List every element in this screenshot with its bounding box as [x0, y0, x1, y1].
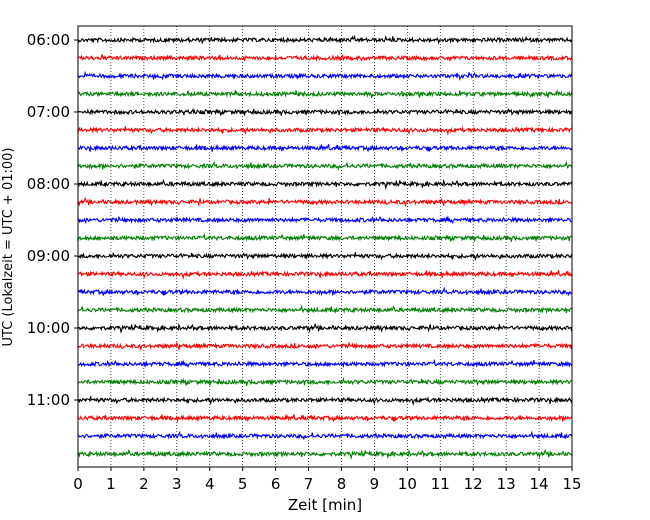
seismogram-trace: [77, 376, 573, 386]
y-tick-label: 07:00: [27, 103, 70, 121]
y-axis-ticks: 06:00 07:00 08:00 09:00 10:00 11:00: [27, 31, 78, 409]
seismogram-trace: [77, 269, 573, 280]
plot-background: [78, 26, 572, 467]
x-tick-label: 11: [431, 475, 450, 493]
y-tick-label: 11:00: [27, 391, 70, 409]
seismogram-trace: [77, 232, 573, 242]
seismogram-trace: [77, 341, 573, 352]
seismogram-trace: [77, 286, 573, 297]
seismogram-trace: [77, 178, 573, 191]
seismogram-trace: [77, 143, 573, 153]
seismogram-trace: [77, 413, 573, 423]
y-tick-label: 09:00: [27, 247, 70, 265]
seismogram-trace: [77, 34, 573, 45]
seismogram-trace: [77, 107, 573, 116]
seismogram-trace: [77, 396, 573, 406]
seismogram-trace: [77, 430, 573, 440]
x-tick-label: 13: [497, 475, 516, 493]
x-tick-label: 9: [370, 475, 380, 493]
seismogram-trace: [77, 448, 573, 461]
x-tick-label: 4: [205, 475, 215, 493]
y-axis-label: UTC (Lokalzeit = UTC + 01:00): [1, 148, 16, 347]
x-tick-label: 8: [337, 475, 347, 493]
x-tick-label: 2: [139, 475, 149, 493]
x-axis-label: Zeit [min]: [288, 496, 362, 514]
plot-frame: [77, 25, 573, 468]
seismogram-trace: [77, 322, 573, 334]
x-tick-label: 1: [106, 475, 116, 493]
seismogram-trace: [77, 70, 573, 81]
x-tick-label: 3: [172, 475, 182, 493]
y-tick-label: 06:00: [27, 31, 70, 49]
x-tick-label: 15: [562, 475, 581, 493]
seismogram-trace: [77, 304, 573, 314]
y-tick-label: 10:00: [27, 319, 70, 337]
x-tick-label: 0: [73, 475, 83, 493]
seismogram-trace: [77, 89, 573, 98]
x-axis-ticks: 0 1 2 3 4 5 6 7 8 9 10 11 12 13 14 15: [73, 467, 582, 493]
x-tick-label: 7: [304, 475, 314, 493]
seismogram-trace: [77, 215, 573, 224]
seismogram-trace: [77, 196, 573, 208]
x-tick-label: 6: [271, 475, 281, 493]
seismogram-trace: [77, 252, 573, 262]
x-tick-label: 12: [464, 475, 483, 493]
y-tick-label: 08:00: [27, 175, 70, 193]
seismogram-trace: [77, 54, 573, 62]
seismogram-trace: [77, 126, 573, 136]
x-tick-label: 10: [398, 475, 417, 493]
seismogram-trace: [77, 358, 573, 369]
x-tick-label: 5: [238, 475, 248, 493]
x-tick-label: 14: [530, 475, 549, 493]
seismogram-traces: [77, 34, 573, 461]
seismogram-trace: [77, 160, 573, 171]
